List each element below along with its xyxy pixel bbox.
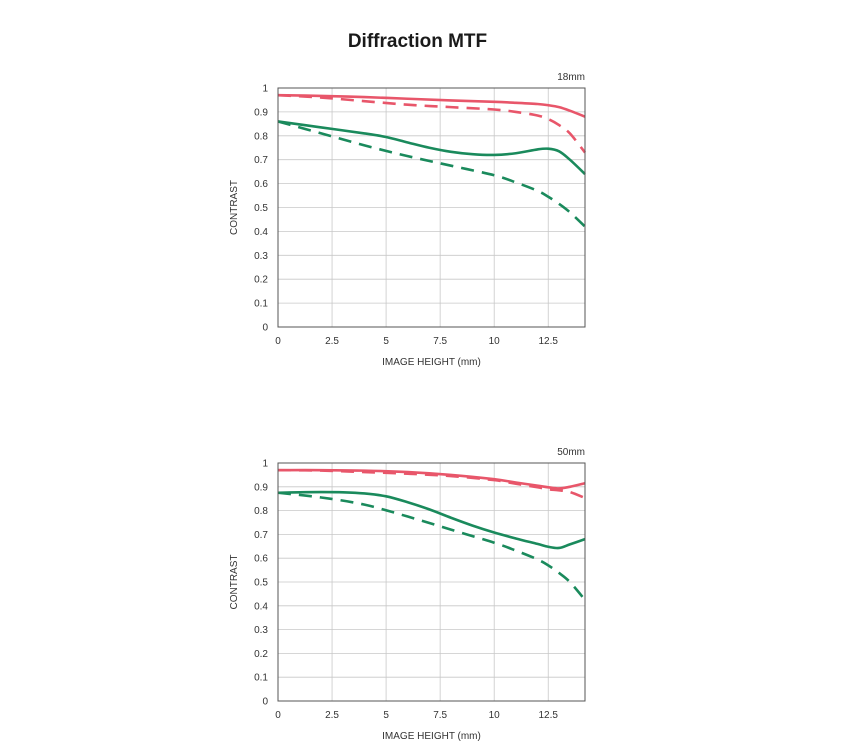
x-tick-label: 7.5 bbox=[433, 336, 447, 347]
y-tick-label: 0.3 bbox=[254, 251, 268, 262]
y-tick-label: 0.8 bbox=[254, 506, 268, 517]
y-tick-label: 0.7 bbox=[254, 155, 268, 166]
chart-title-focal-length: 18mm bbox=[557, 72, 585, 83]
series-line-green-dashed bbox=[277, 491, 586, 601]
plot-frame bbox=[277, 462, 586, 702]
y-axis-label: CONTRAST bbox=[229, 180, 240, 235]
y-tick-label: 0 bbox=[262, 697, 268, 708]
x-axis-label: IMAGE HEIGHT (mm) bbox=[382, 357, 481, 368]
x-tick-label: 10 bbox=[489, 710, 501, 721]
series-line-red-dashed bbox=[277, 468, 586, 500]
series-line-red-solid bbox=[277, 468, 586, 490]
y-tick-label: 0.4 bbox=[254, 601, 268, 612]
y-tick-label: 0.8 bbox=[254, 131, 268, 142]
x-tick-label: 5 bbox=[383, 710, 389, 721]
y-tick-label: 0.5 bbox=[254, 578, 268, 589]
y-tick-label: 0.9 bbox=[254, 482, 268, 493]
y-tick-label: 1 bbox=[262, 459, 268, 470]
y-tick-label: 0.1 bbox=[254, 673, 268, 684]
x-tick-label: 0 bbox=[275, 336, 281, 347]
mtf-chart-50mm: 00.10.20.30.40.50.60.70.80.910 2.5 5 7.5 10 1… bbox=[229, 447, 586, 742]
y-tick-label: 0.5 bbox=[254, 203, 268, 214]
x-tick-label: 2.5 bbox=[325, 710, 339, 721]
y-tick-label: 0 bbox=[262, 323, 268, 334]
x-tick-label: 5 bbox=[383, 336, 389, 347]
y-tick-label: 0.6 bbox=[254, 554, 268, 565]
x-tick-label: 10 bbox=[489, 336, 501, 347]
y-tick-label: 0.3 bbox=[254, 625, 268, 636]
mtf-chart-18mm: 00.10.20.30.40.50.60.70.80.910 2.5 5 7.5 10 1… bbox=[229, 72, 587, 368]
x-tick-label: 12.5 bbox=[539, 710, 559, 721]
series-line-green-solid bbox=[277, 490, 586, 550]
x-axis-label: IMAGE HEIGHT (mm) bbox=[382, 731, 481, 742]
y-tick-label: 0.4 bbox=[254, 227, 268, 238]
y-tick-label: 0.1 bbox=[254, 299, 268, 310]
plot-frame bbox=[277, 87, 586, 328]
series-line-red-solid bbox=[277, 93, 586, 118]
y-axis-label: CONTRAST bbox=[229, 555, 240, 610]
y-tick-label: 0.2 bbox=[254, 649, 268, 660]
series-line-red-dashed bbox=[277, 93, 587, 154]
x-tick-label: 7.5 bbox=[433, 710, 447, 721]
y-tick-label: 1 bbox=[262, 84, 268, 95]
y-tick-label: 0.9 bbox=[254, 107, 268, 118]
y-tick-label: 0.2 bbox=[254, 275, 268, 286]
series-line-green-dashed bbox=[277, 120, 586, 228]
y-tick-label: 0.6 bbox=[254, 179, 268, 190]
x-tick-label: 2.5 bbox=[325, 336, 339, 347]
chart-title-focal-length: 50mm bbox=[557, 447, 585, 458]
y-tick-label: 0.7 bbox=[254, 530, 268, 541]
series-line-green-solid bbox=[277, 120, 586, 175]
x-tick-label: 0 bbox=[275, 710, 281, 721]
x-tick-label: 12.5 bbox=[539, 336, 559, 347]
page-title: Diffraction MTF bbox=[347, 31, 488, 52]
